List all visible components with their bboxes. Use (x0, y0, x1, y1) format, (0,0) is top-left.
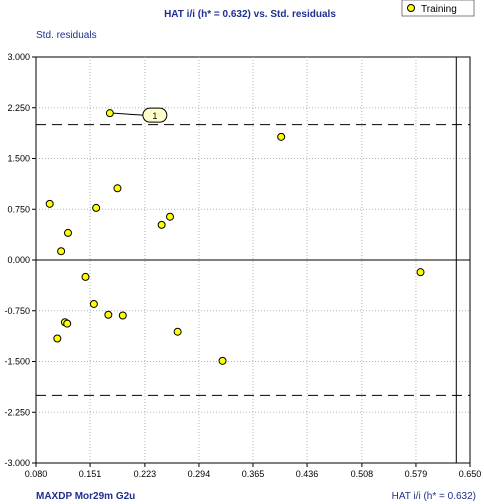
legend-marker-training (407, 4, 415, 12)
x-tick-label: 0.223 (134, 469, 157, 479)
data-point (113, 184, 122, 193)
data-point (53, 334, 62, 343)
x-tick-label: 0.365 (242, 469, 265, 479)
y-tick-label: 0.750 (7, 204, 30, 214)
x-tick-label: 0.294 (188, 469, 211, 479)
y-tick-label: -3.000 (4, 458, 30, 468)
point-label-box (142, 107, 168, 123)
data-point (118, 311, 127, 320)
x-tick-label: 0.579 (405, 469, 428, 479)
legend-box (401, 0, 475, 17)
data-point (63, 228, 72, 237)
y-tick-label: -0.750 (4, 306, 30, 316)
legend-label-training: Training (421, 4, 457, 15)
data-point (416, 268, 425, 277)
y-tick-label: 0.000 (7, 255, 30, 265)
y-tick-label: 2.250 (7, 103, 30, 113)
descriptor-footer: MAXDP Mor29m G2u (36, 491, 135, 502)
y-tick-label: 1.500 (7, 154, 30, 164)
point-label: 1 (152, 111, 157, 121)
data-point (277, 132, 286, 141)
data-point (63, 319, 72, 328)
data-point (81, 272, 90, 281)
chart-title: HAT i/i (h* = 0.632) vs. Std. residuals (164, 9, 336, 20)
data-point (157, 220, 166, 229)
data-point (57, 247, 66, 256)
x-tick-label: 0.436 (296, 469, 319, 479)
x-tick-label: 0.650 (459, 469, 482, 479)
x-axis-label: HAT i/i (h* = 0.632) (392, 491, 476, 502)
data-point (166, 212, 175, 221)
x-tick-label: 0.080 (25, 469, 48, 479)
x-tick-label: 0.151 (79, 469, 102, 479)
y-tick-label: -2.250 (4, 407, 30, 417)
legend: Training (401, 0, 475, 17)
y-tick-label: 3.000 (7, 52, 30, 62)
data-point (89, 299, 98, 308)
data-point (173, 327, 182, 336)
data-point (92, 203, 101, 212)
data-point (105, 109, 114, 118)
point-label-leader (112, 112, 143, 116)
data-point (45, 199, 54, 208)
y-axis-label: Std. residuals (36, 30, 97, 41)
x-tick-label: 0.508 (351, 469, 374, 479)
data-point (104, 310, 113, 319)
data-point (218, 356, 227, 365)
y-tick-label: -1.500 (4, 357, 30, 367)
